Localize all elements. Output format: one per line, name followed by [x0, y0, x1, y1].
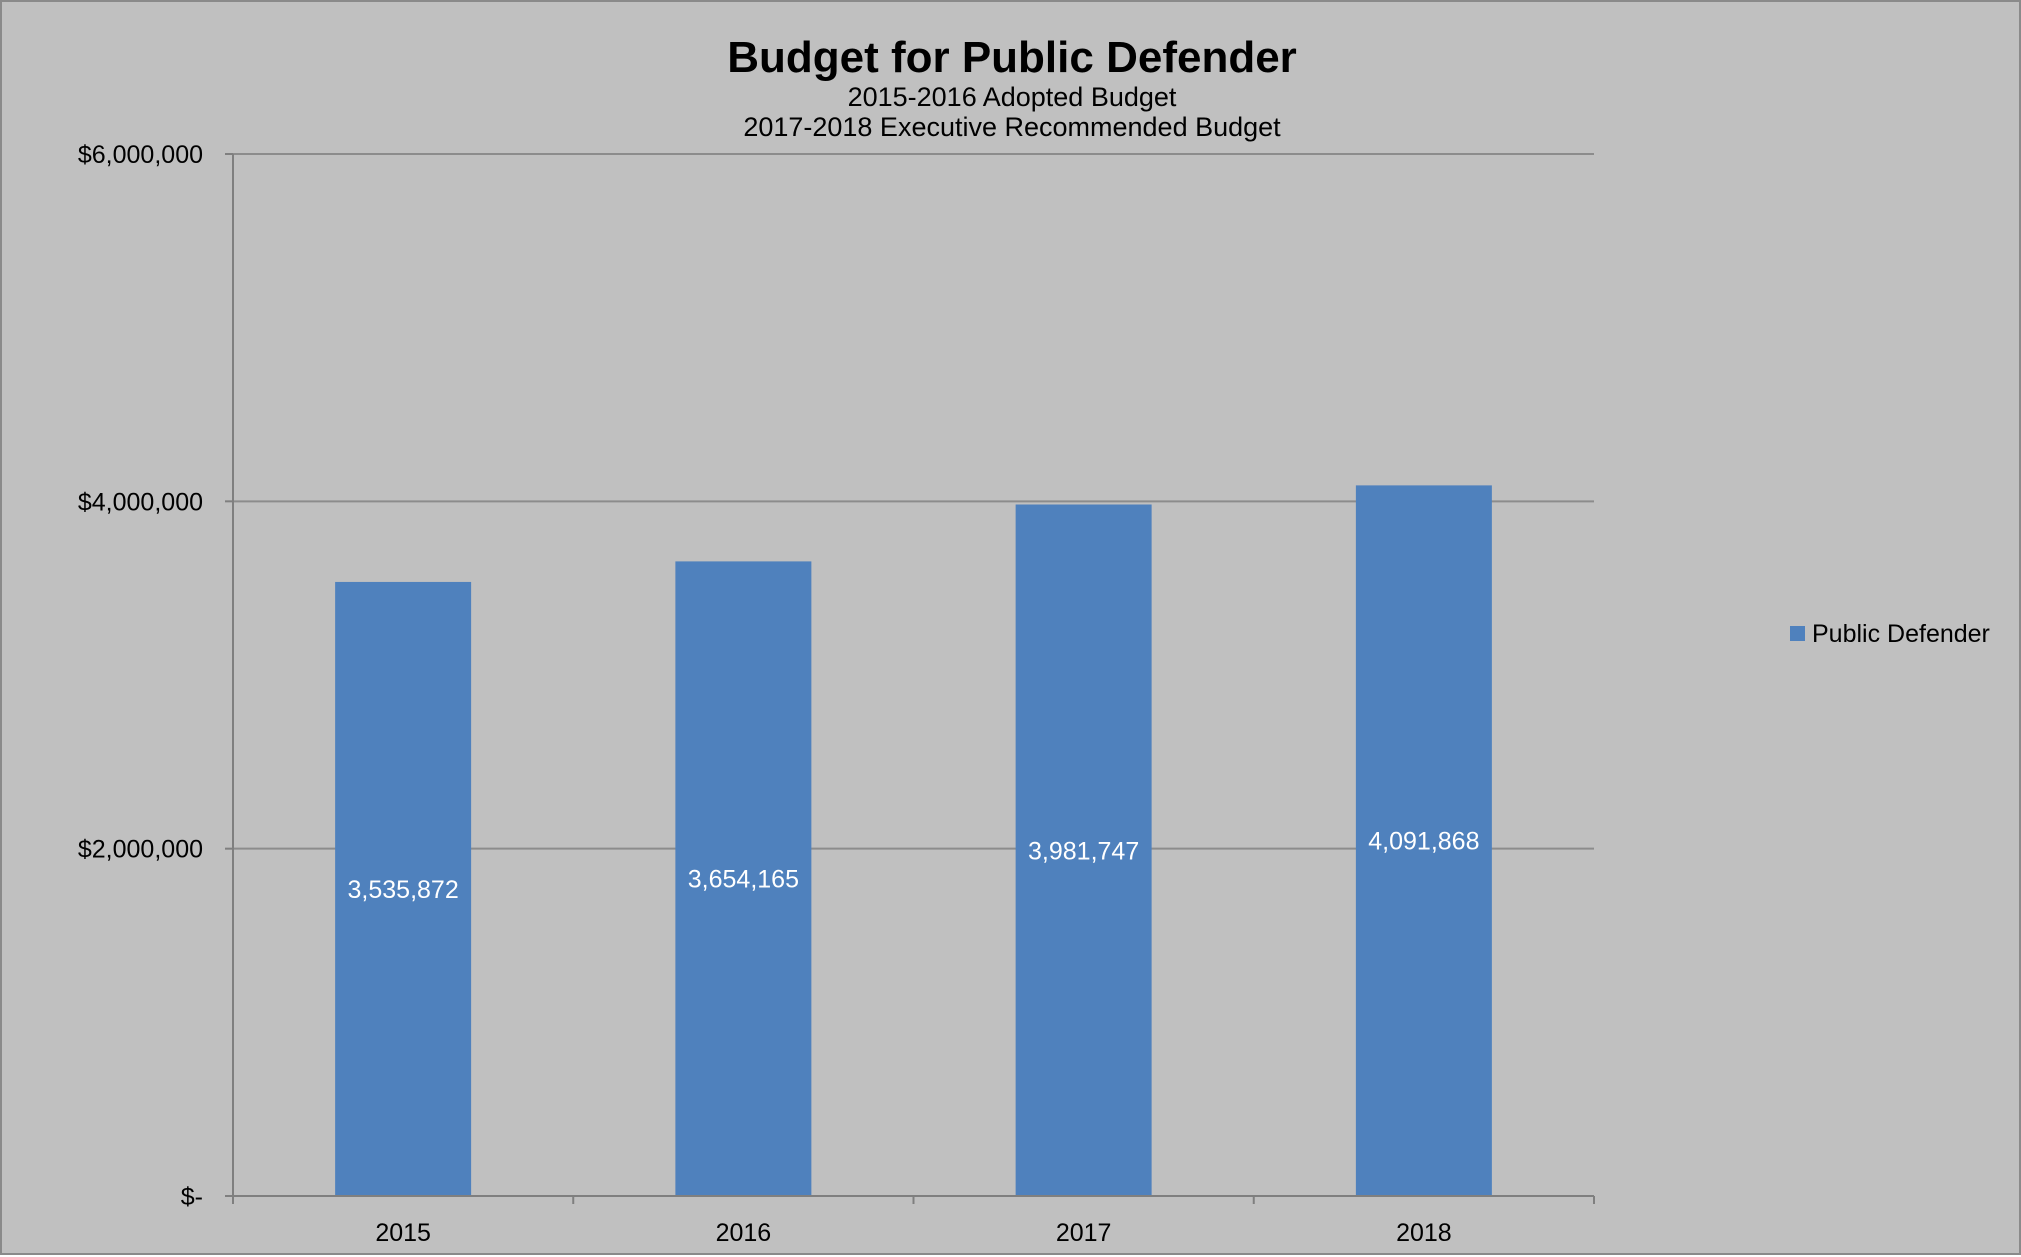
x-tick-label: 2017 [1056, 1219, 1112, 1247]
x-tick-label: 2018 [1396, 1219, 1452, 1247]
y-tick-label: $4,000,000 [78, 488, 203, 516]
x-axis-ticks: 2015 2016 2017 2018 [232, 1196, 1595, 1247]
bar-2018 [1355, 485, 1492, 1197]
bar-2015 [335, 581, 472, 1196]
y-tick-label: $- [181, 1183, 203, 1211]
legend-swatch-public-defender [1790, 626, 1805, 641]
legend: Public Defender [1790, 620, 1990, 648]
data-label-2015: 3,535,872 [348, 876, 459, 904]
bars [335, 485, 1492, 1197]
y-tick-label: $2,000,000 [78, 836, 203, 864]
data-label-2016: 3,654,165 [688, 866, 799, 894]
data-label-2018: 4,091,868 [1368, 828, 1479, 856]
y-tick-label: $6,000,000 [78, 141, 203, 169]
y-axis-ticks: $- $2,000,000 $4,000,000 $6,000,000 [78, 141, 233, 1211]
bar-2017 [1015, 504, 1152, 1196]
chart-subtitle-2: 2017-2018 Executive Recommended Budget [743, 112, 1281, 142]
chart-subtitle-1: 2015-2016 Adopted Budget [848, 82, 1177, 112]
x-tick-label: 2016 [716, 1219, 772, 1247]
data-label-2017: 3,981,747 [1028, 837, 1139, 865]
x-tick-label: 2015 [375, 1219, 431, 1247]
bar-2016 [675, 561, 812, 1196]
chart-title: Budget for Public Defender [727, 33, 1297, 82]
data-labels: 3,535,872 3,654,165 3,981,747 4,091,868 [348, 828, 1480, 904]
legend-label-public-defender: Public Defender [1812, 620, 1990, 648]
